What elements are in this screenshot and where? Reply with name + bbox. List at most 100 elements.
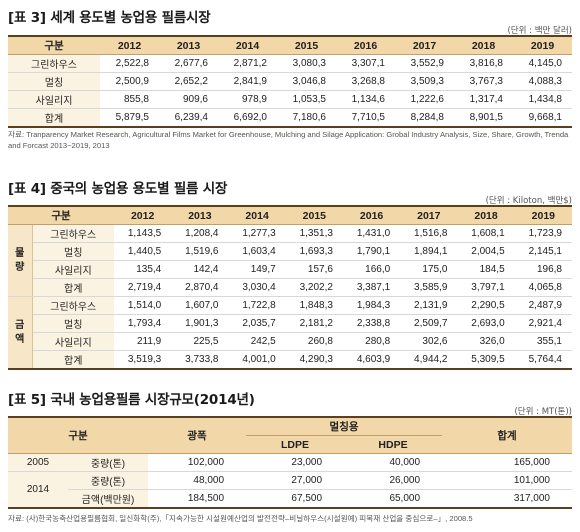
table-cell: 2,870,4 — [171, 278, 229, 297]
table-row: 물 량 그린하우스 1,143,5 1,208,4 1,277,3 1,351,3 1,431… — [8, 224, 572, 297]
table4-header-year: 2016 — [342, 206, 401, 225]
table-cell: 3,387,1 — [342, 278, 401, 297]
table-cell: 302,6 — [400, 332, 458, 351]
table-cell: 8,284,8 — [395, 108, 454, 128]
table-cell: 242,5 — [228, 332, 286, 351]
table-cell: 355,1 — [514, 332, 572, 351]
table-cell: 1,608,1 — [457, 224, 515, 243]
table5-header-gwangpi: 광폭 — [148, 417, 247, 454]
table3-header-year: 2019 — [513, 36, 572, 55]
table-cell: 135,4 — [114, 260, 172, 279]
table-cell: 2,145,1 — [514, 242, 572, 261]
table-cell: 1,222,6 — [395, 90, 454, 109]
cell-ldpe: 67,500 — [246, 489, 345, 509]
table-cell: 1,894,1 — [400, 242, 458, 261]
table-cell: 4,290,3 — [285, 350, 343, 370]
row-item: 중량(톤) — [68, 453, 149, 472]
table3-unit: (단위 : 백만 달러) — [507, 26, 572, 36]
table-cell: 5,879,5 — [100, 108, 159, 128]
table-cell: 2,290,5 — [457, 296, 515, 315]
row-label: 멀칭 — [8, 72, 100, 91]
row-label: 합계 — [32, 278, 115, 297]
table5-header-hdpe: HDPE — [344, 435, 443, 454]
table-cell: 1,607,0 — [171, 296, 229, 315]
table-cell: 1,053,5 — [277, 90, 336, 109]
table-cell: 1,984,3 — [342, 296, 401, 315]
table-cell: 7,180,6 — [277, 108, 336, 128]
table-cell: 1,440,5 — [114, 242, 172, 261]
table3-header-year: 2017 — [395, 36, 454, 55]
table4-header-row: 구분 2012 2013 2014 2015 2016 2017 2018 2019 — [8, 206, 572, 225]
table-cell: 2,131,9 — [400, 296, 458, 315]
table-cell: 1,723,9 — [514, 224, 572, 243]
table5-header-row-2: LDPE HDPE — [8, 435, 572, 454]
table-cell: 142,4 — [171, 260, 229, 279]
table-cell: 4,145,0 — [513, 54, 572, 73]
table-cell: 1,519,6 — [171, 242, 229, 261]
table-cell: 1,143,5 — [114, 224, 172, 243]
table-cell: 1,434,8 — [513, 90, 572, 109]
table5-header-row-1: 구분 광폭 멀칭용 합계 — [8, 417, 572, 454]
cell-gwangpi: 102,000 — [148, 453, 247, 472]
table-cell: 196,8 — [514, 260, 572, 279]
table-cell: 3,767,3 — [454, 72, 513, 91]
cell-hdpe: 65,000 — [344, 489, 443, 509]
table-cell: 1,603,4 — [228, 242, 286, 261]
row-label: 그린하우스 — [32, 224, 115, 243]
table-row: 사일리지 855,8 909,6 978,9 1,053,5 1,134,6 1,222,6… — [8, 90, 572, 109]
table-cell: 1,793,4 — [114, 314, 172, 333]
table-row: 합계 5,879,5 6,239,4 6,692,0 7,180,6 7,710,5 8,2… — [8, 108, 572, 128]
table-cell: 3,202,2 — [285, 278, 343, 297]
row-label: 그린하우스 — [8, 54, 100, 73]
row-label: 사일리지 — [32, 260, 115, 279]
table-cell: 326,0 — [457, 332, 515, 351]
table4-header-category: 구분 — [8, 206, 115, 225]
table-row: 2014 중량(톤) 48,000 27,000 26,000 101,000 — [8, 471, 572, 509]
table-cell: 149,7 — [228, 260, 286, 279]
table4-unit: (단위 : Kiloton, 백만$) — [485, 196, 572, 206]
cell-gwangpi: 184,500 — [148, 489, 247, 509]
table-cell: 1,848,3 — [285, 296, 343, 315]
table3-header-row: 구분 2012 2013 2014 2015 2016 2017 2018 2019 — [8, 36, 572, 55]
table-cell: 1,208,4 — [171, 224, 229, 243]
table-cell: 1,722,8 — [228, 296, 286, 315]
table-cell: 3,552,9 — [395, 54, 454, 73]
table3-title: [표 3] 세계 용도별 농업용 필름시장 — [8, 10, 211, 26]
table5-header-ldpe: LDPE — [246, 435, 345, 454]
table4-header-year: 2014 — [228, 206, 286, 225]
table-cell: 7,710,5 — [336, 108, 395, 128]
table-cell: 1,901,3 — [171, 314, 229, 333]
cell-ldpe: 27,000 — [246, 471, 345, 490]
table-cell: 6,692,0 — [218, 108, 277, 128]
table4-header-year: 2019 — [514, 206, 572, 225]
table5-title: [표 5] 국내 농업용필름 시장규모(2014년) — [8, 392, 255, 408]
table-row: 2005 중량(톤) 102,000 23,000 40,000 165,000 — [8, 453, 572, 472]
table-cell: 175,0 — [400, 260, 458, 279]
table-cell: 166,0 — [342, 260, 401, 279]
row-label: 합계 — [8, 108, 100, 128]
cell-total: 317,000 — [442, 489, 572, 509]
table-cell: 3,797,1 — [457, 278, 515, 297]
cell-gwangpi: 48,000 — [148, 471, 247, 490]
table-row: 멀칭 1,793,4 1,901,3 2,035,7 2,181,2 2,338,8 2,5… — [8, 314, 572, 333]
cell-hdpe: 26,000 — [344, 471, 443, 490]
table-cell: 184,5 — [457, 260, 515, 279]
row-label: 사일리지 — [8, 90, 100, 109]
table-row: 금액(백만원) 184,500 67,500 65,000 317,000 — [8, 489, 572, 509]
table-cell: 2,338,8 — [342, 314, 401, 333]
table-row: 그린하우스 2,522,8 2,677,6 2,871,2 3,080,3 3,307,1… — [8, 54, 572, 73]
cell-total: 165,000 — [442, 453, 572, 472]
table-cell: 1,514,0 — [114, 296, 172, 315]
table3-header-year: 2014 — [218, 36, 277, 55]
table5: 구분 광폭 멀칭용 합계 LDPE HDPE 2005 중량(톤) 102,00… — [8, 416, 572, 509]
table-row: 멀칭 1,440,5 1,519,6 1,603,4 1,693,3 1,790,1 1,8… — [8, 242, 572, 261]
table-cell: 855,8 — [100, 90, 159, 109]
table-cell: 3,030,4 — [228, 278, 286, 297]
table-cell: 2,677,6 — [159, 54, 218, 73]
table-cell: 978,9 — [218, 90, 277, 109]
table-cell: 3,046,8 — [277, 72, 336, 91]
table-cell: 1,351,3 — [285, 224, 343, 243]
row-label: 그린하우스 — [32, 296, 115, 315]
row-label: 멀칭 — [32, 242, 115, 261]
table-cell: 4,944,2 — [400, 350, 458, 370]
